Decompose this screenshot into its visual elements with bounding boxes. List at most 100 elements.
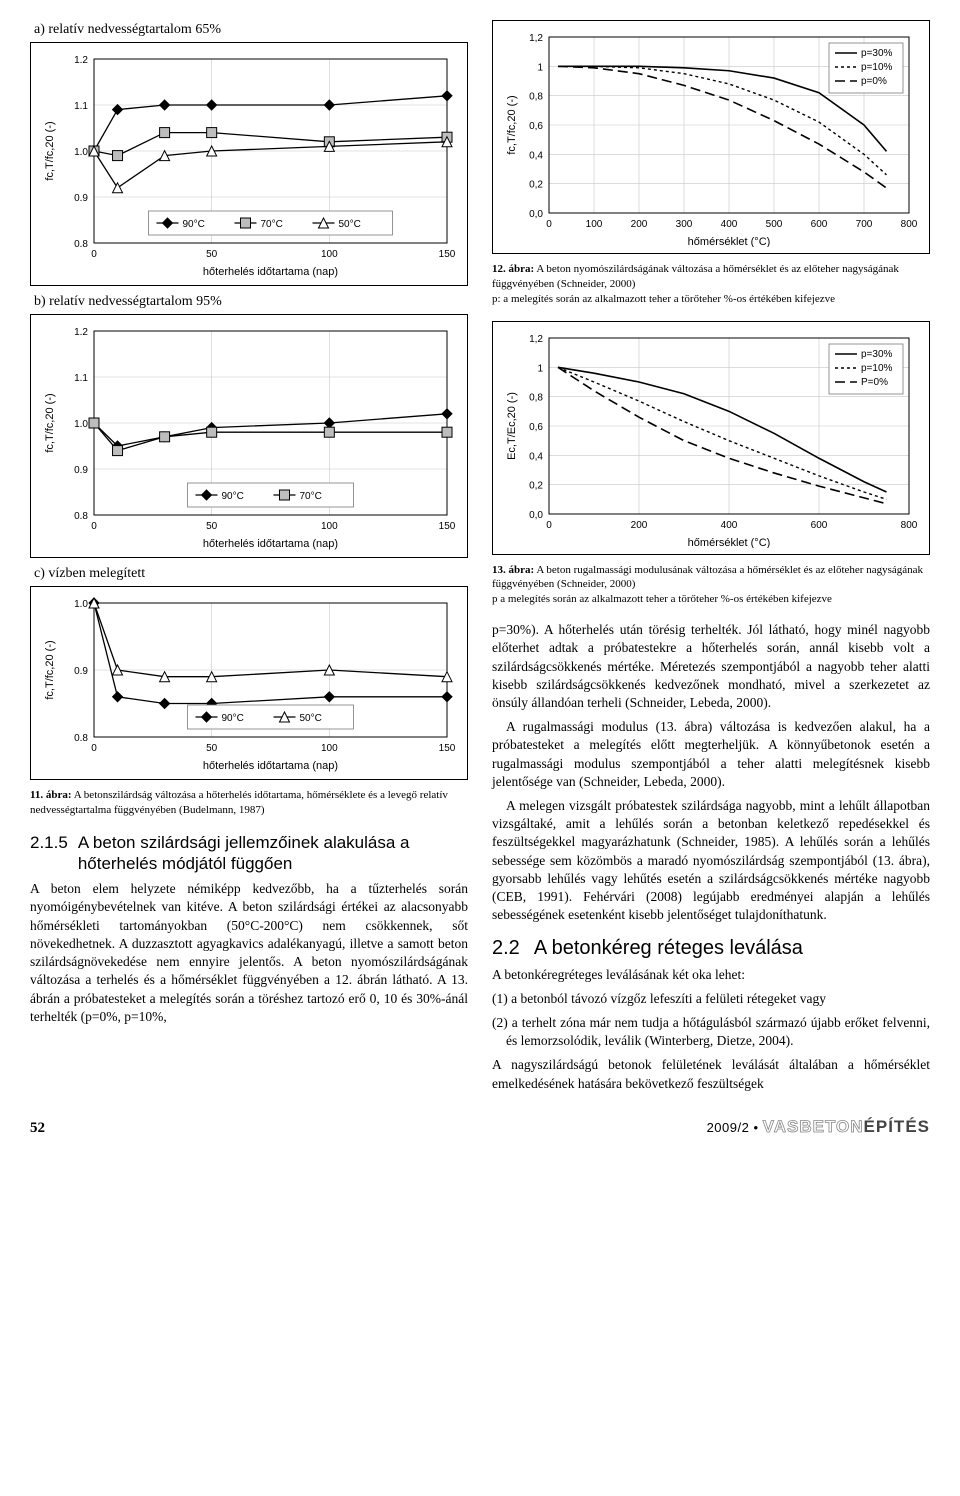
right-para-1: p=30%). A hőterhelés után törésig terhel… [492, 621, 930, 712]
svg-text:1.0: 1.0 [74, 147, 88, 158]
section-2-1-5-para: A beton elem helyzete némiképp kedvezőbb… [30, 880, 468, 1026]
svg-text:p=10%: p=10% [861, 62, 893, 73]
footer-mag1: VASBETON [763, 1117, 864, 1136]
svg-text:100: 100 [586, 219, 603, 230]
chart-b-title: b) relatív nedvességtartalom 95% [34, 294, 468, 310]
svg-text:50: 50 [206, 521, 218, 532]
svg-text:hőterhelés időtartama (nap): hőterhelés időtartama (nap) [203, 266, 338, 278]
footer-mag2: ÉPÍTÉS [864, 1117, 930, 1136]
section-22-title: A betonkéreg réteges leválása [534, 937, 803, 960]
footer-magazine: 2009/2 • VASBETONÉPÍTÉS [707, 1117, 930, 1137]
svg-text:0,2: 0,2 [529, 480, 543, 491]
page-footer: 52 2009/2 • VASBETONÉPÍTÉS [30, 1117, 930, 1137]
caption-13-lead: 13. ábra: [492, 564, 534, 576]
svg-text:90°C: 90°C [222, 713, 244, 724]
right-para-2: A rugalmassági modulus (13. ábra) változ… [492, 718, 930, 791]
svg-text:1.1: 1.1 [74, 101, 88, 112]
svg-text:fc,T/fc,20 (-): fc,T/fc,20 (-) [44, 640, 56, 699]
caption-13-text: A beton rugalmassági modulusának változá… [492, 564, 923, 606]
section-title: A beton szilárdsági jellemzőinek alakulá… [78, 832, 468, 875]
svg-text:fc,T/fc,20 (-): fc,T/fc,20 (-) [44, 121, 56, 180]
chart-a-title: a) relatív nedvességtartalom 65% [34, 22, 468, 38]
svg-text:p=0%: p=0% [861, 76, 887, 87]
svg-text:70°C: 70°C [261, 219, 283, 230]
svg-text:800: 800 [901, 520, 918, 531]
svg-text:p=30%: p=30% [861, 349, 893, 360]
section-22-li1: (1) a betonból távozó vízgőz lefeszíti a… [492, 990, 930, 1008]
svg-text:1: 1 [537, 363, 543, 374]
caption-11: 11. ábra: A betonszilárdság változása a … [30, 788, 468, 818]
chart-12: 01002003004005006007008000,00,20,40,60,8… [492, 20, 930, 254]
svg-text:0,4: 0,4 [529, 451, 543, 462]
svg-text:hőmérséklet (°C): hőmérséklet (°C) [688, 236, 771, 247]
svg-text:0,4: 0,4 [529, 150, 543, 161]
svg-text:100: 100 [321, 249, 338, 260]
svg-text:50°C: 50°C [300, 713, 322, 724]
svg-text:0: 0 [546, 520, 552, 531]
svg-text:600: 600 [811, 219, 828, 230]
svg-text:p=30%: p=30% [861, 48, 893, 59]
page-columns: a) relatív nedvességtartalom 65% 0501001… [30, 20, 930, 1099]
svg-text:hőmérséklet (°C): hőmérséklet (°C) [688, 537, 771, 548]
svg-text:150: 150 [439, 249, 456, 260]
chart-b: 0501001500.80.91.01.11.2hőterhelés időta… [30, 314, 468, 558]
page-number: 52 [30, 1120, 45, 1137]
svg-text:fc,T/fc,20 (-): fc,T/fc,20 (-) [44, 393, 56, 452]
chart-c: 0501001500.80.91.0hőterhelés időtartama … [30, 586, 468, 780]
svg-text:0,0: 0,0 [529, 510, 543, 521]
svg-text:200: 200 [631, 520, 648, 531]
svg-text:0.8: 0.8 [74, 239, 88, 250]
svg-text:600: 600 [811, 520, 828, 531]
caption-12-text: A beton nyomószilárdságának változása a … [492, 263, 899, 305]
svg-text:150: 150 [439, 743, 456, 754]
section-2-2-heading: 2.2 A betonkéreg réteges leválása [492, 937, 930, 960]
svg-text:50: 50 [206, 743, 218, 754]
svg-text:0,0: 0,0 [529, 209, 543, 220]
svg-text:0.8: 0.8 [74, 511, 88, 522]
svg-text:0,6: 0,6 [529, 422, 543, 433]
svg-text:100: 100 [321, 521, 338, 532]
svg-text:0,8: 0,8 [529, 392, 543, 403]
right-column: 0 100 200 300 400 500 600 700 800 0,0 0,2 0,4 0,6 0,8… [492, 20, 930, 1099]
caption-12-lead: 12. ábra: [492, 263, 534, 275]
svg-text:0,8: 0,8 [529, 92, 543, 103]
chart-a: 0 50 100 150 0.8 0.9 1.0 1.1 1.2 hőterhelés időta… [30, 42, 468, 286]
caption-12: 12. ábra: A beton nyomószilárdságának vá… [492, 262, 930, 307]
svg-text:1,2: 1,2 [529, 33, 543, 44]
svg-text:200: 200 [631, 219, 648, 230]
svg-text:50: 50 [206, 249, 218, 260]
svg-text:100: 100 [321, 743, 338, 754]
chart-c-title: c) vízben melegített [34, 566, 468, 582]
svg-text:hőterhelés időtartama (nap): hőterhelés időtartama (nap) [203, 760, 338, 772]
svg-text:800: 800 [901, 219, 918, 230]
svg-text:500: 500 [766, 219, 783, 230]
svg-text:0: 0 [91, 743, 97, 754]
footer-issue: 2009/2 • [707, 1120, 759, 1135]
svg-text:0: 0 [91, 521, 97, 532]
svg-text:300: 300 [676, 219, 693, 230]
section-22-p2: A nagyszilárdságú betonok felületének le… [492, 1056, 930, 1092]
svg-text:Ec,T/Ec,20 (-): Ec,T/Ec,20 (-) [506, 392, 518, 460]
caption-11-text: A betonszilárdság változása a hőterhelés… [30, 789, 448, 816]
svg-text:400: 400 [721, 520, 738, 531]
svg-text:fc,T/fc,20 (-): fc,T/fc,20 (-) [506, 95, 518, 154]
svg-text:90°C: 90°C [183, 219, 205, 230]
svg-text:0,2: 0,2 [529, 180, 543, 191]
svg-text:0: 0 [91, 249, 97, 260]
svg-text:0.9: 0.9 [74, 465, 88, 476]
svg-text:1.0: 1.0 [74, 599, 88, 610]
svg-text:150: 150 [439, 521, 456, 532]
section-22-num: 2.2 [492, 937, 520, 960]
svg-text:700: 700 [856, 219, 873, 230]
svg-text:400: 400 [721, 219, 738, 230]
svg-text:p=10%: p=10% [861, 363, 893, 374]
svg-text:1.2: 1.2 [74, 55, 88, 66]
svg-text:hőterhelés időtartama (nap): hőterhelés időtartama (nap) [203, 538, 338, 550]
svg-text:0: 0 [546, 219, 552, 230]
svg-text:0.9: 0.9 [74, 193, 88, 204]
section-2-1-5-heading: 2.1.5 A beton szilárdsági jellemzőinek a… [30, 832, 468, 875]
svg-text:70°C: 70°C [300, 491, 322, 502]
svg-text:1,2: 1,2 [529, 334, 543, 345]
left-column: a) relatív nedvességtartalom 65% 0 50 100 1… [30, 20, 468, 1099]
svg-text:50°C: 50°C [339, 219, 361, 230]
